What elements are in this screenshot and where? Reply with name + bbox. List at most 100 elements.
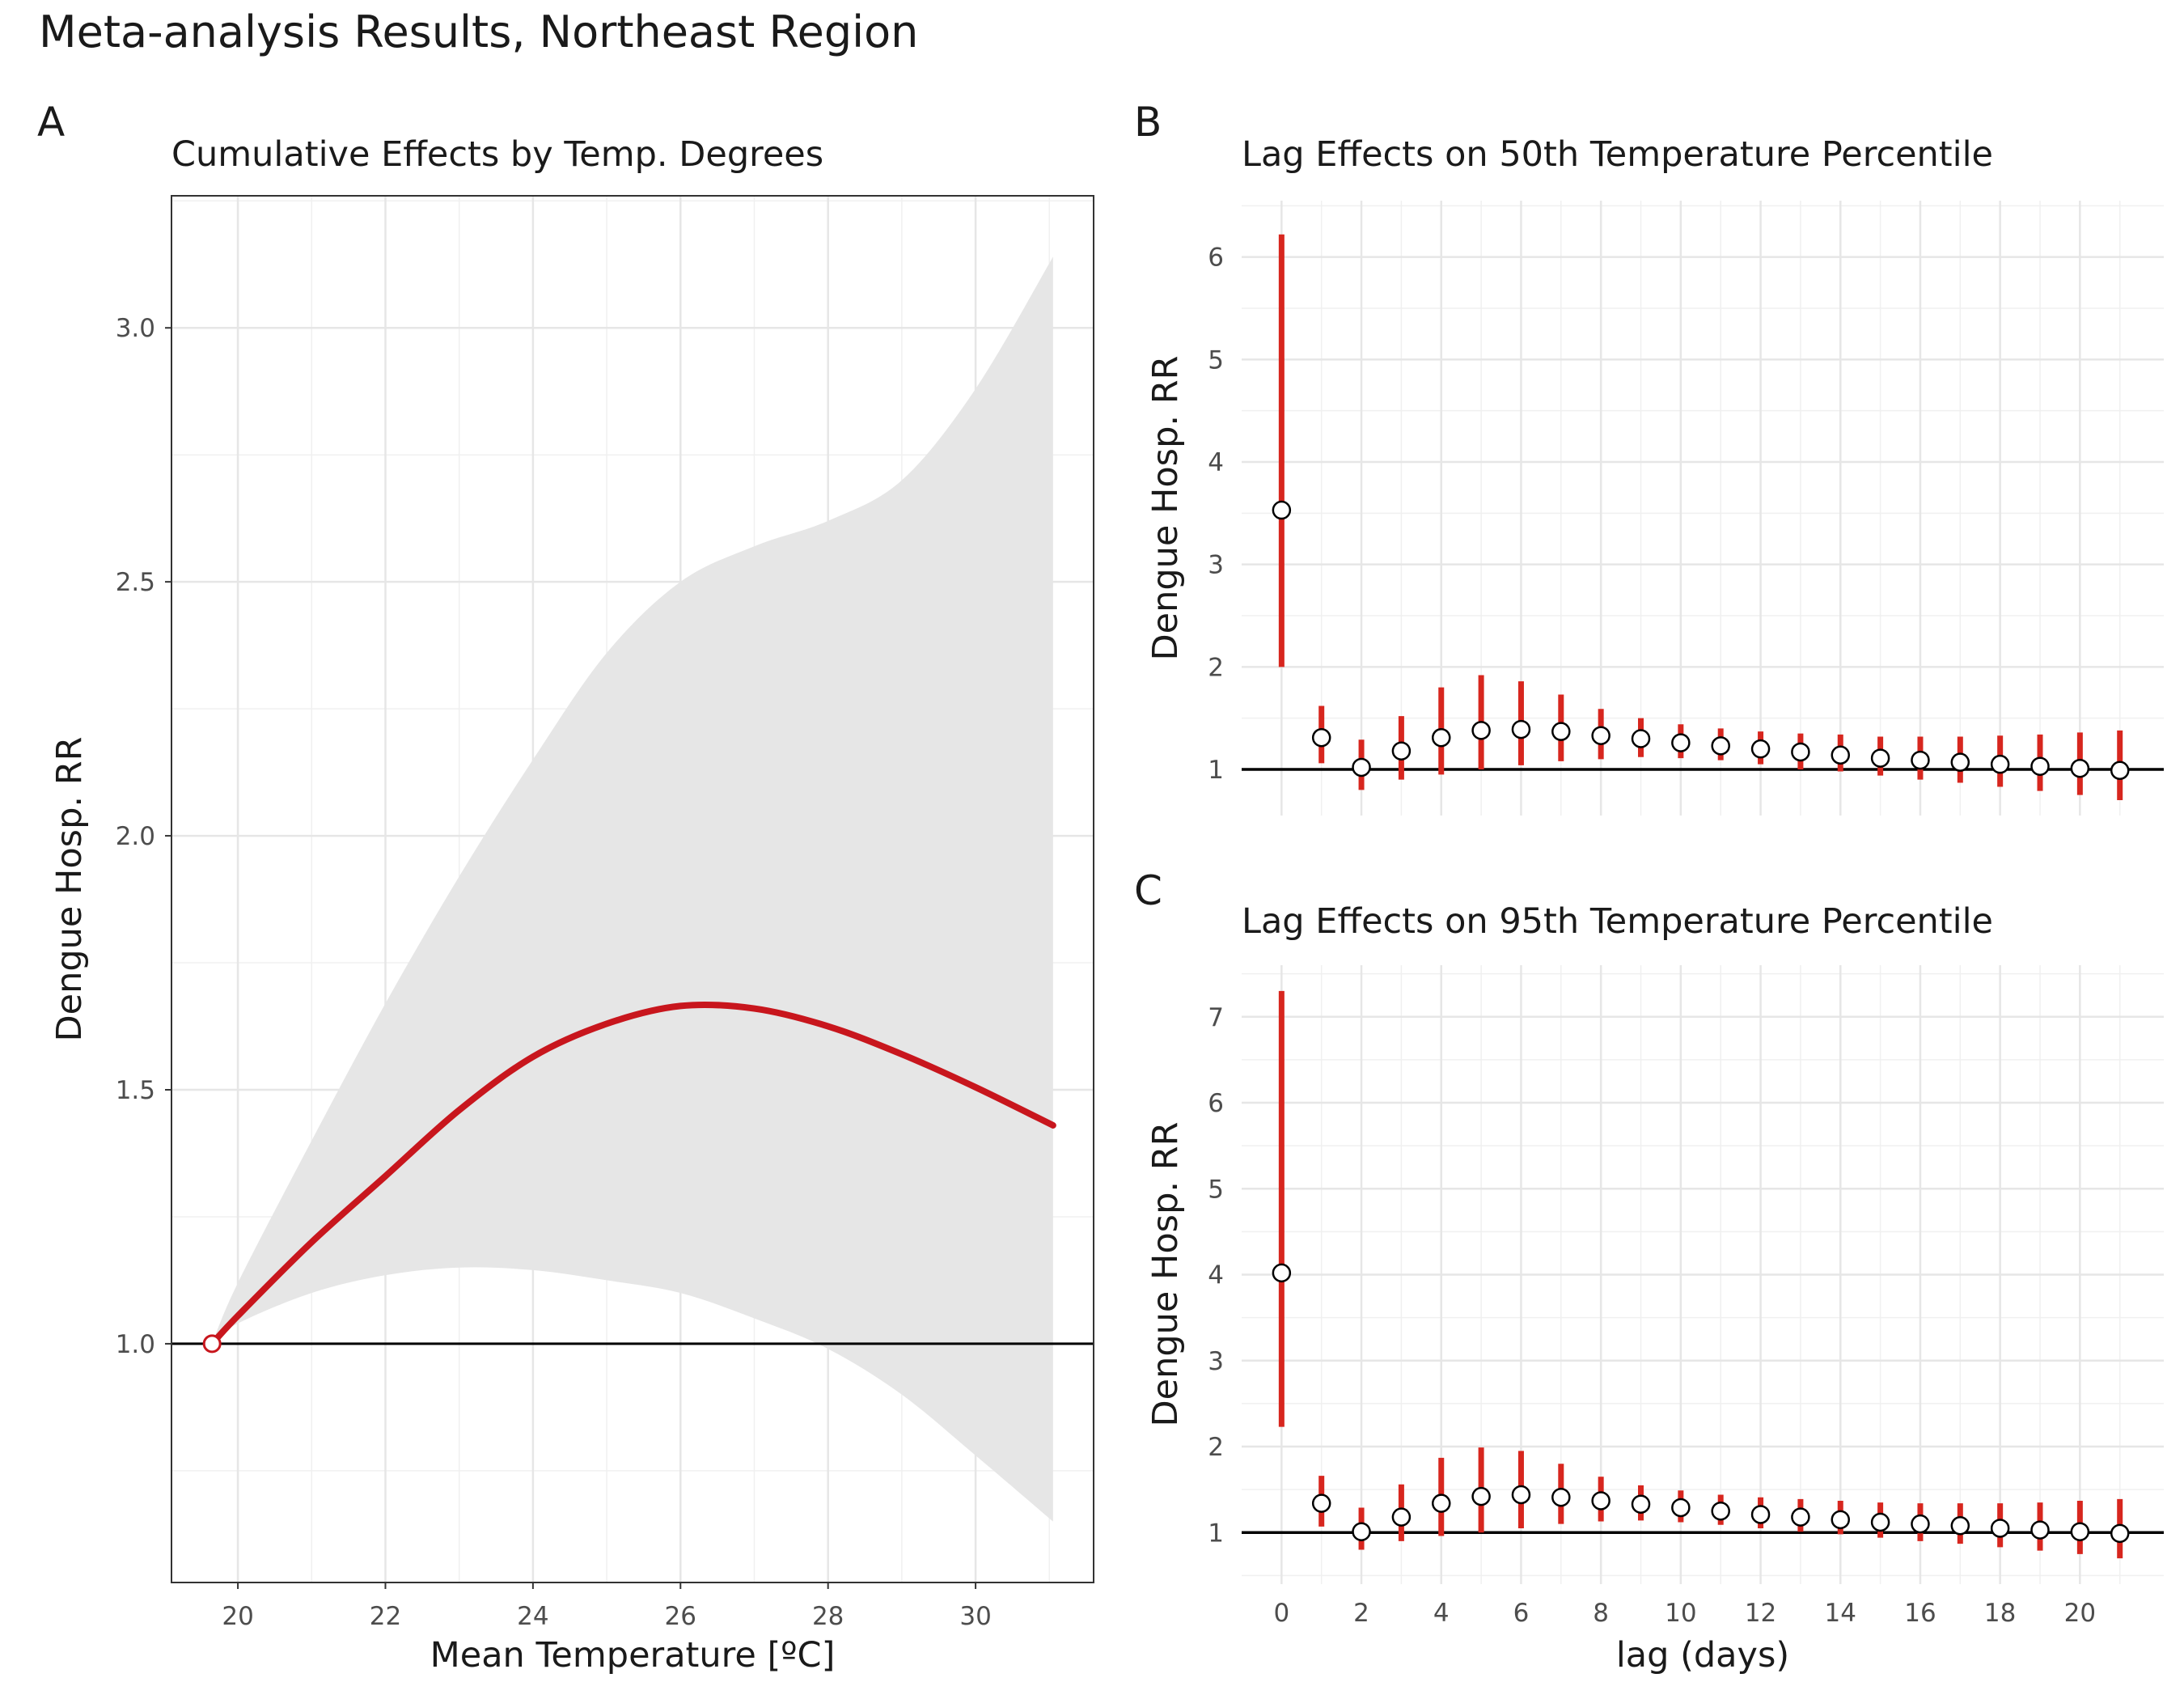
estimate-point bbox=[1750, 1505, 1771, 1524]
estimate-point bbox=[1870, 1512, 1890, 1532]
estimate-point bbox=[1831, 745, 1851, 765]
y-tick-label: 6 bbox=[1208, 244, 1224, 273]
y-tick-label: 2.5 bbox=[116, 568, 155, 597]
estimate-point bbox=[1870, 748, 1890, 768]
y-tick-label: 4 bbox=[1208, 1261, 1224, 1290]
estimate-point bbox=[1551, 1487, 1571, 1507]
panel-c: C Lag Effects on 95th Temperature Percent… bbox=[1134, 867, 2164, 1676]
y-axis-label: Dengue Hosp. RR bbox=[1145, 1122, 1186, 1427]
confidence-band bbox=[212, 256, 1053, 1522]
estimate-point bbox=[2030, 756, 2050, 776]
y-tick-label: 7 bbox=[1208, 1003, 1224, 1032]
y-tick-label: 1 bbox=[1208, 756, 1224, 785]
estimate-point bbox=[1711, 1501, 1730, 1521]
estimate-point bbox=[1750, 739, 1771, 759]
estimate-point bbox=[1831, 1510, 1851, 1530]
estimate-point bbox=[2110, 1523, 2130, 1544]
y-tick-label: 2 bbox=[1208, 653, 1224, 682]
y-tick-label: 5 bbox=[1208, 1175, 1224, 1204]
panel-tag: A bbox=[37, 99, 65, 146]
estimate-point bbox=[1950, 752, 1970, 772]
x-tick-label: 30 bbox=[959, 1602, 991, 1631]
estimate-point bbox=[1391, 1507, 1412, 1527]
x-tick-label: 10 bbox=[1665, 1599, 1696, 1628]
x-tick-label: 26 bbox=[665, 1602, 696, 1631]
estimate-point bbox=[1432, 1494, 1451, 1513]
figure-title: Meta-analysis Results, Northeast Region bbox=[39, 6, 919, 57]
panel-title: Lag Effects on 95th Temperature Percenti… bbox=[1242, 901, 1993, 942]
y-tick-label: 4 bbox=[1208, 448, 1224, 477]
estimate-point bbox=[2030, 1520, 2050, 1540]
y-axis-label: Dengue Hosp. RR bbox=[1145, 356, 1186, 661]
estimate-point bbox=[1671, 1498, 1691, 1518]
estimate-point bbox=[1591, 1491, 1610, 1510]
y-tick-label: 1.5 bbox=[116, 1076, 155, 1105]
y-tick-label: 3 bbox=[1208, 551, 1224, 580]
panel-title: Cumulative Effects by Temp. Degrees bbox=[171, 134, 823, 175]
estimate-point bbox=[1990, 1519, 2010, 1538]
estimate-point bbox=[1711, 736, 1730, 756]
estimate-point bbox=[1591, 726, 1610, 745]
x-tick-label: 24 bbox=[517, 1602, 548, 1631]
estimate-point bbox=[1352, 1522, 1371, 1541]
x-tick-label: 20 bbox=[2064, 1599, 2096, 1628]
estimate-point bbox=[1911, 750, 1930, 770]
reference-point bbox=[202, 1334, 222, 1354]
x-tick-label: 16 bbox=[1904, 1599, 1936, 1628]
estimate-point bbox=[2070, 1522, 2090, 1541]
estimate-point bbox=[2110, 761, 2130, 781]
x-tick-label: 8 bbox=[1593, 1599, 1609, 1628]
y-tick-label: 2 bbox=[1208, 1433, 1224, 1462]
gridlines bbox=[1242, 965, 2164, 1584]
panel-border bbox=[171, 195, 1094, 1583]
x-tick-label: 0 bbox=[1273, 1599, 1289, 1628]
estimate-point bbox=[1272, 1263, 1292, 1283]
x-tick-label: 4 bbox=[1433, 1599, 1450, 1628]
estimate-point bbox=[1391, 741, 1412, 761]
estimate-point bbox=[1311, 1494, 1331, 1513]
estimate-point bbox=[1352, 757, 1371, 777]
estimate-point bbox=[1791, 742, 1810, 762]
estimate-point bbox=[1791, 1507, 1810, 1527]
x-tick-label: 2 bbox=[1353, 1599, 1369, 1628]
estimate-point bbox=[1671, 733, 1691, 752]
y-tick-label: 1 bbox=[1208, 1519, 1224, 1548]
x-tick-label: 22 bbox=[370, 1602, 401, 1631]
estimate-point bbox=[1950, 1516, 1970, 1536]
x-tick-label: 14 bbox=[1825, 1599, 1856, 1628]
effect-curve bbox=[209, 1001, 1056, 1347]
estimate-point bbox=[1511, 1485, 1531, 1505]
y-axis-label: Dengue Hosp. RR bbox=[49, 737, 90, 1042]
panel-title: Lag Effects on 50th Temperature Percenti… bbox=[1242, 134, 1993, 175]
estimate-point bbox=[1551, 722, 1571, 741]
x-tick-label: 6 bbox=[1513, 1599, 1530, 1628]
estimate-point bbox=[1311, 727, 1331, 748]
x-axis-label: lag (days) bbox=[1616, 1635, 1789, 1676]
estimate-point bbox=[2070, 758, 2090, 778]
panel-tag: B bbox=[1134, 99, 1162, 146]
y-tick-label: 3.0 bbox=[116, 314, 155, 343]
y-tick-label: 2.0 bbox=[116, 822, 155, 851]
gridlines bbox=[1242, 201, 2164, 816]
panel-a: A Cumulative Effects by Temp. Degrees 1.0 1… bbox=[37, 99, 1094, 1676]
estimate-point bbox=[1511, 719, 1531, 739]
y-tick-label: 6 bbox=[1208, 1089, 1224, 1118]
estimate-point bbox=[1990, 754, 2010, 774]
x-tick-label: 28 bbox=[812, 1602, 844, 1631]
estimate-point bbox=[1911, 1514, 1930, 1534]
x-tick-label: 20 bbox=[222, 1602, 253, 1631]
estimate-point bbox=[1471, 1486, 1491, 1506]
estimate-point bbox=[1471, 721, 1491, 740]
estimate-point bbox=[1432, 727, 1451, 748]
x-axis-label: Mean Temperature [ºC] bbox=[430, 1635, 836, 1676]
y-tick-label: 3 bbox=[1208, 1347, 1224, 1376]
estimate-point bbox=[1272, 500, 1292, 520]
panel-tag: C bbox=[1134, 867, 1162, 914]
y-tick-label: 1.0 bbox=[116, 1330, 155, 1359]
estimate-point bbox=[1631, 729, 1651, 748]
x-tick-label: 18 bbox=[1984, 1599, 2016, 1628]
panel-b: B Lag Effects on 50th Temperature Percent… bbox=[1134, 99, 2164, 816]
y-tick-label: 5 bbox=[1208, 345, 1224, 375]
x-tick-label: 12 bbox=[1745, 1599, 1776, 1628]
